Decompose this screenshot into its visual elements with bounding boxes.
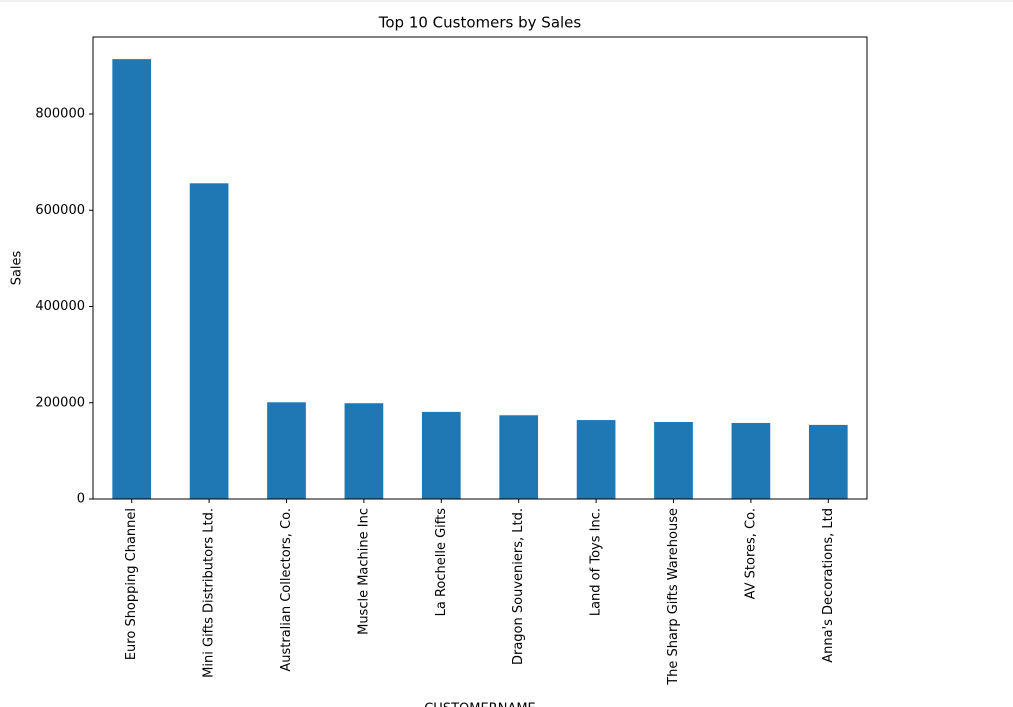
bar bbox=[112, 59, 152, 499]
y-tick-label: 800000 bbox=[35, 107, 85, 122]
x-tick-label: The Sharp Gifts Warehouse bbox=[666, 508, 681, 686]
y-tick-label: 400000 bbox=[35, 299, 85, 314]
x-tick-label: Dragon Souveniers, Ltd. bbox=[511, 508, 526, 665]
x-tick-label: Euro Shopping Channel bbox=[124, 508, 139, 660]
x-axis-label: CUSTOMERNAME bbox=[424, 702, 536, 707]
x-tick-label: Mini Gifts Distributors Ltd. bbox=[202, 508, 217, 678]
y-tick-label: 200000 bbox=[35, 395, 85, 410]
x-tick-label: Anna's Decorations, Ltd bbox=[821, 508, 836, 663]
y-tick-label: 0 bbox=[77, 492, 85, 507]
x-tick-label: La Rochelle Gifts bbox=[434, 508, 449, 617]
bar bbox=[189, 183, 229, 500]
bar bbox=[808, 424, 848, 499]
x-tick-label: AV Stores, Co. bbox=[743, 508, 758, 599]
bar bbox=[654, 422, 693, 499]
bar bbox=[576, 420, 616, 499]
x-tick-label: Muscle Machine Inc bbox=[356, 508, 371, 635]
plot-frame bbox=[92, 36, 868, 500]
bar bbox=[731, 422, 771, 499]
chart-title: Top 10 Customers by Sales bbox=[378, 14, 582, 32]
y-axis-label: Sales bbox=[10, 250, 25, 285]
x-tick-label: Land of Toys Inc. bbox=[589, 508, 604, 616]
bar bbox=[344, 403, 384, 499]
bar bbox=[421, 411, 461, 499]
y-tick-label: 600000 bbox=[35, 203, 85, 218]
x-tick-label: Australian Collectors, Co. bbox=[279, 508, 294, 672]
bar bbox=[499, 415, 539, 499]
bar bbox=[267, 402, 306, 499]
